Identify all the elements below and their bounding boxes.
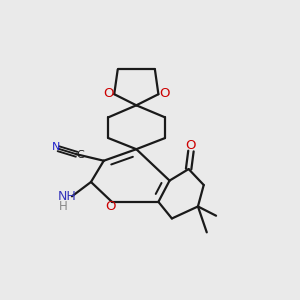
- Text: O: O: [186, 140, 196, 152]
- Text: O: O: [159, 87, 170, 100]
- Text: NH: NH: [58, 190, 77, 203]
- Text: O: O: [103, 87, 113, 100]
- Text: H: H: [58, 200, 67, 212]
- Text: C: C: [76, 150, 84, 160]
- Text: O: O: [105, 200, 116, 213]
- Text: N: N: [51, 142, 60, 152]
